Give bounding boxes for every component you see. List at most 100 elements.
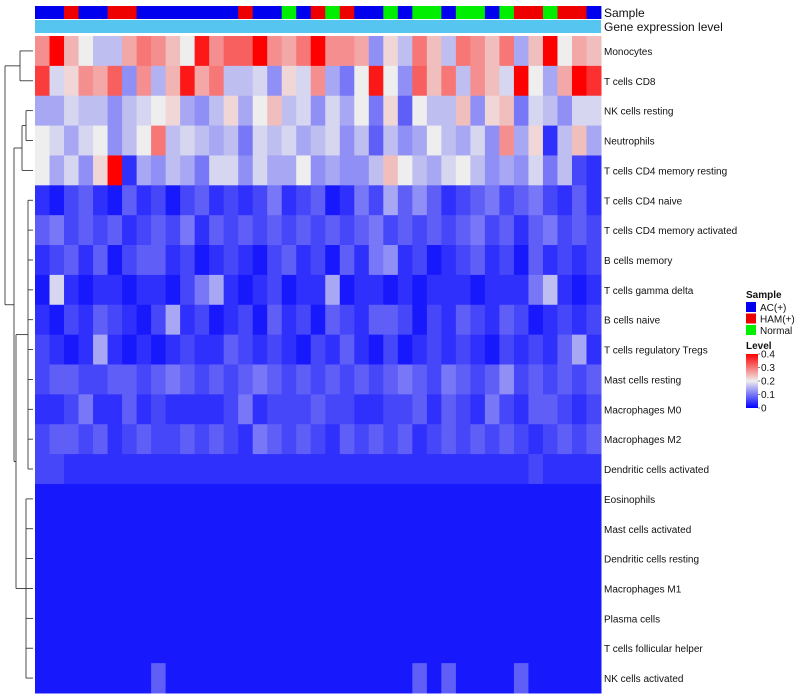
- heatmap-cell: [325, 543, 341, 575]
- legend-level-colorbar: [746, 354, 758, 408]
- heatmap-cell: [267, 334, 283, 365]
- heatmap-cell: [368, 185, 384, 216]
- heatmap-cell: [571, 304, 587, 336]
- heatmap-cell: [136, 603, 152, 634]
- heatmap-cell: [238, 36, 254, 67]
- heatmap-cell: [107, 304, 123, 336]
- heatmap-cell: [122, 454, 138, 485]
- heatmap-cell: [557, 543, 573, 575]
- heatmap-cell: [209, 454, 225, 485]
- heatmap-cell: [339, 573, 355, 604]
- heatmap-cell: [165, 424, 181, 455]
- heatmap-cell: [557, 155, 573, 186]
- heatmap-cell: [296, 454, 312, 485]
- heatmap-cell: [470, 364, 486, 395]
- heatmap-cell: [499, 155, 515, 186]
- heatmap-cell: [281, 663, 297, 694]
- heatmap-cell: [194, 543, 210, 575]
- heatmap-cell: [310, 483, 326, 515]
- heatmap-cell: [93, 155, 109, 186]
- heatmap-cell: [528, 245, 544, 276]
- heatmap-cell: [383, 334, 399, 365]
- heatmap-cell: [441, 364, 457, 395]
- heatmap-cell: [35, 95, 51, 127]
- heatmap-cell: [122, 334, 138, 365]
- heatmap-cell: [209, 185, 225, 216]
- heatmap-cell: [325, 513, 341, 545]
- heatmap-cell: [484, 304, 500, 336]
- heatmap-cell: [470, 483, 486, 515]
- heatmap-cell: [557, 304, 573, 336]
- heatmap-cell: [383, 573, 399, 604]
- heatmap-cell: [397, 215, 413, 246]
- heatmap-cell: [310, 65, 326, 97]
- heatmap-cell: [484, 65, 500, 97]
- heatmap-cell: [412, 633, 428, 664]
- legend-label: Normal: [760, 326, 792, 337]
- heatmap-cell: [310, 663, 326, 694]
- heatmap-cell: [122, 364, 138, 395]
- heatmap-cell: [383, 304, 399, 336]
- heatmap-cell: [122, 483, 138, 515]
- heatmap-cell: [470, 215, 486, 246]
- heatmap-cell: [209, 215, 225, 246]
- row-dendrogram: [4, 50, 33, 679]
- heatmap-cell: [484, 215, 500, 246]
- heatmap-cell: [455, 543, 471, 575]
- sample-annotation-cell: [470, 6, 486, 19]
- heatmap-cell: [484, 245, 500, 276]
- heatmap-cell: [122, 185, 138, 216]
- heatmap-cell: [368, 304, 384, 336]
- heatmap-cell: [368, 155, 384, 186]
- heatmap-cell: [484, 483, 500, 515]
- sample-annotation-cell: [397, 6, 413, 19]
- heatmap-cell: [528, 394, 544, 425]
- heatmap-cell: [325, 215, 341, 246]
- heatmap-cell: [267, 394, 283, 425]
- heatmap-cell: [238, 543, 254, 575]
- heatmap-cell: [136, 573, 152, 604]
- row-label: Macrophages M1: [604, 584, 682, 595]
- heatmap-cell: [571, 424, 587, 455]
- heatmap-cell: [368, 424, 384, 455]
- heatmap-cell: [78, 274, 94, 306]
- heatmap-cell: [397, 274, 413, 306]
- heatmap-cell: [310, 543, 326, 575]
- heatmap-cell: [165, 155, 181, 186]
- heatmap-cell: [238, 633, 254, 664]
- sample-annotation-cell: [238, 6, 254, 19]
- heatmap-cell: [107, 633, 123, 664]
- heatmap-cell: [557, 513, 573, 545]
- heatmap-cell: [122, 573, 138, 604]
- heatmap-cell: [542, 95, 558, 127]
- heatmap-cell: [78, 663, 94, 694]
- heatmap-cell: [513, 36, 529, 67]
- heatmap-cell: [470, 65, 486, 97]
- heatmap-cell: [426, 603, 442, 634]
- heatmap-cell: [238, 364, 254, 395]
- heatmap-cell: [267, 304, 283, 336]
- heatmap-cell: [571, 633, 587, 664]
- sample-annotation-cell: [194, 6, 210, 19]
- heatmap-cell: [209, 663, 225, 694]
- heatmap-cell: [49, 663, 65, 694]
- sample-annotation-cell: [165, 6, 181, 19]
- heatmap-cell: [136, 663, 152, 694]
- heatmap-cell: [49, 125, 65, 156]
- heatmap-cell: [383, 245, 399, 276]
- heatmap-cell: [368, 65, 384, 97]
- heatmap-cell: [49, 633, 65, 664]
- heatmap-cell: [252, 573, 268, 604]
- heatmap-cell: [78, 95, 94, 127]
- heatmap-cell: [571, 155, 587, 186]
- legend-tick-label: 0: [761, 404, 767, 415]
- heatmap-cell: [35, 245, 51, 276]
- heatmap-cell: [252, 543, 268, 575]
- heatmap-cell: [528, 483, 544, 515]
- heatmap-cell: [122, 633, 138, 664]
- heatmap-cell: [484, 334, 500, 365]
- heatmap-cell: [455, 334, 471, 365]
- heatmap-cell: [64, 36, 80, 67]
- heatmap-cell: [180, 573, 196, 604]
- heatmap-cell: [107, 663, 123, 694]
